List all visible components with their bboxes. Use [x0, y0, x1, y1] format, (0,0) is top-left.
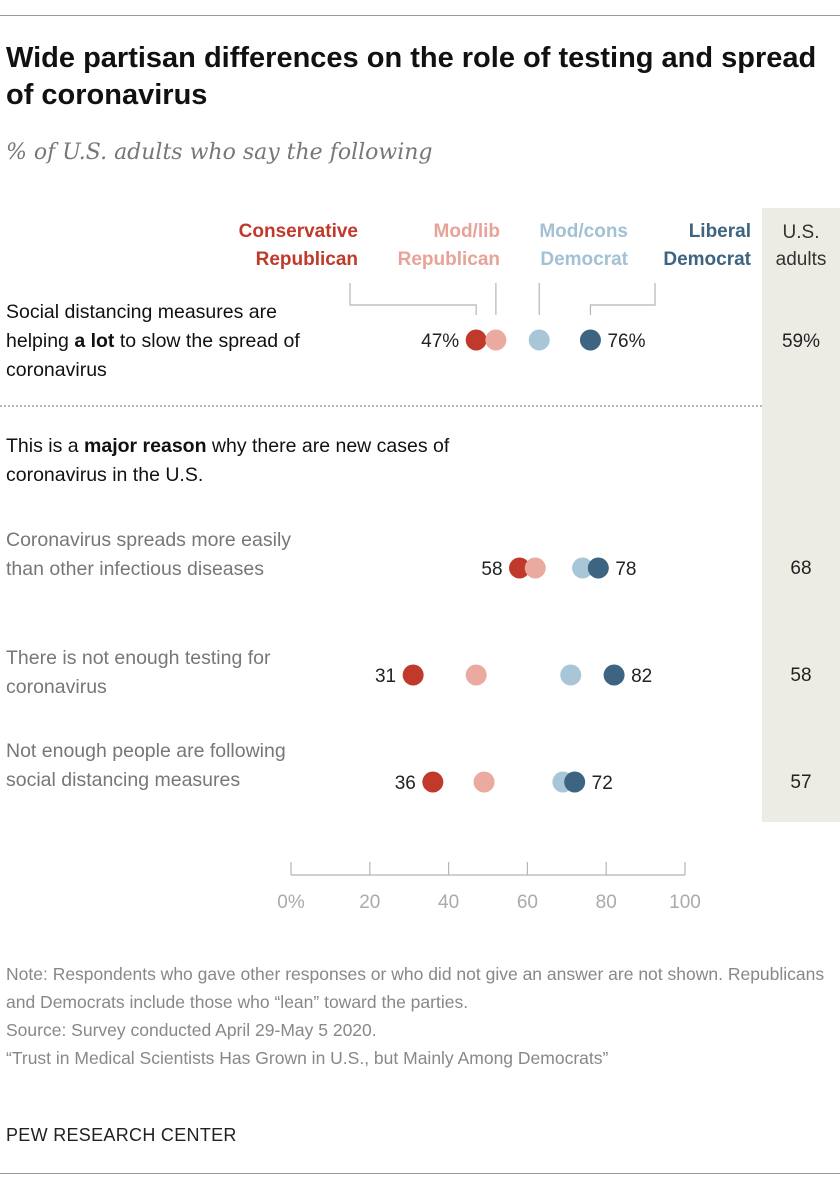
value-label-left-not-following: 36: [395, 773, 416, 794]
row-label-spreads-easily: Coronavirus spreads more easily than oth…: [6, 529, 292, 580]
dot-not-enough-testing-conservative-republican: [402, 664, 424, 686]
report-title: “Trust in Medical Scientists Has Grown i…: [6, 1048, 609, 1068]
value-label-left-spreads-easily: 58: [481, 559, 502, 580]
dot-not-following-liberal-democrat: [564, 771, 586, 793]
value-label-right-not-enough-testing: 82: [631, 666, 652, 687]
dot-social-distancing-liberal-democrat: [579, 329, 601, 351]
legend-conservative-republican-line1: Conservative: [238, 221, 358, 242]
legend-connectors: [349, 283, 656, 315]
legend-modlib-republican-line1: Mod/lib: [433, 221, 500, 242]
dot-not-following-modlib-republican: [473, 771, 495, 793]
row-label-social-distancing: Social distancing measures are helping a…: [6, 298, 316, 385]
value-label-left-not-enough-testing: 31: [375, 666, 396, 687]
legend-liberal-democrat-line1: Liberal: [688, 221, 751, 242]
dot-not-enough-testing-modcons-democrat: [560, 664, 582, 686]
dot-social-distancing-conservative-republican: [465, 329, 487, 351]
dot-social-distancing-modcons-democrat: [528, 329, 550, 351]
legend-conservative-republican-line2: Republican: [255, 249, 358, 270]
x-axis: 0% 20 40 60 80 100: [277, 862, 701, 913]
top-rule: [0, 15, 840, 16]
dot-spreads-easily-conservative-republican: [509, 557, 531, 579]
dot-not-enough-testing-modlib-republican: [465, 664, 487, 686]
us-adults-column-band: [762, 208, 840, 822]
bottom-rule: [0, 1173, 840, 1174]
section-heading-bold: major reason: [84, 435, 207, 457]
chart-title: Wide partisan differences on the role of…: [6, 42, 817, 111]
section-heading-post: why there are new cases of coronavirus i…: [6, 435, 450, 486]
legend-liberal-democrat: Liberal Democrat: [663, 218, 751, 274]
value-label-right-spreads-easily: 78: [615, 559, 636, 580]
legend-us-adults-line2: adults: [775, 249, 827, 270]
legend-liberal-democrat-line2: Democrat: [663, 249, 751, 270]
dot-not-following-conservative-republican: [422, 771, 444, 793]
legend-us-adults: U.S. adults: [762, 219, 840, 273]
value-label-left-social-distancing: 47%: [421, 331, 459, 352]
note-text: Note: Respondents who gave other respons…: [6, 964, 825, 1012]
legend-connector-conservative-republican: [349, 283, 477, 315]
pew-research-center-logo: PEW RESEARCH CENTER: [6, 1125, 237, 1145]
x-tick-label-1: 20: [359, 892, 380, 913]
source-text: Source: Survey conducted April 29-May 5 …: [6, 1020, 377, 1040]
notes-block: Note: Respondents who gave other respons…: [6, 960, 826, 1072]
section-heading-pre: This is a: [6, 435, 85, 457]
dot-spreads-easily-modlib-republican: [524, 557, 546, 579]
row-label-social-distancing-pre: Social distancing measures are helping: [6, 301, 277, 352]
legend-modlib-republican: Mod/lib Republican: [398, 218, 500, 274]
dot-marks: 47% 76% 58 78 31 82 36 72: [375, 329, 652, 794]
row-label-not-following: Not enough people are following social d…: [6, 740, 286, 791]
dot-social-distancing-modlib-republican: [485, 329, 507, 351]
legend-modlib-republican-line2: Republican: [397, 249, 500, 270]
row-label-not-enough-testing: There is not enough testing for coronavi…: [6, 647, 271, 698]
us-adults-value-not-following: 57: [790, 772, 812, 793]
us-adults-value-spreads-easily: 68: [790, 558, 812, 579]
legend-us-adults-line1: U.S.: [782, 222, 820, 243]
x-tick-label-5: 100: [669, 892, 701, 913]
x-tick-label-3: 60: [517, 892, 538, 913]
section-heading: This is a major reason why there are new…: [6, 432, 456, 490]
legend-modcons-democrat-line2: Democrat: [540, 249, 628, 270]
legend-conservative-republican: Conservative Republican: [239, 218, 358, 274]
dot-not-enough-testing-liberal-democrat: [603, 664, 625, 686]
legend-connector-liberal-democrat: [589, 283, 656, 315]
value-label-right-not-following: 72: [592, 773, 613, 794]
row-label-social-distancing-post: to slow the spread of coronavirus: [6, 330, 300, 381]
x-tick-label-4: 80: [596, 892, 617, 913]
us-adults-value-not-enough-testing: 58: [790, 665, 812, 686]
section-divider: [0, 405, 762, 407]
us-adults-value-social-distancing: 59%: [781, 331, 821, 352]
row-label-social-distancing-bold: a lot: [74, 330, 115, 352]
legend-modcons-democrat-line1: Mod/cons: [539, 221, 628, 242]
legend-modcons-democrat: Mod/cons Democrat: [539, 218, 628, 274]
x-tick-label-2: 40: [438, 892, 459, 913]
dot-spreads-easily-liberal-democrat: [587, 557, 609, 579]
x-tick-label-0: 0%: [277, 892, 305, 913]
chart-subtitle: % of U.S. adults who say the following: [6, 140, 433, 165]
dot-spreads-easily-modcons-democrat: [572, 557, 594, 579]
value-label-right-social-distancing: 76%: [607, 331, 645, 352]
